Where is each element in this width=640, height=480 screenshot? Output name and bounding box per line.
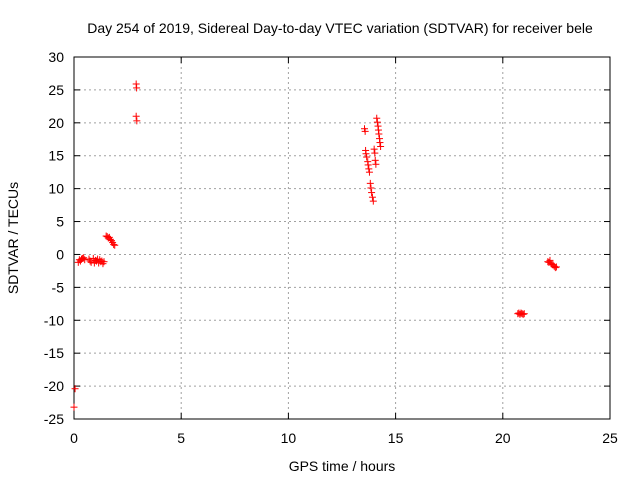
data-point bbox=[365, 168, 373, 176]
data-point bbox=[361, 127, 369, 135]
data-point bbox=[368, 193, 376, 201]
y-tick-labels: -25 -20 -15 -10 -5 0 5 10 15 20 25 30 bbox=[44, 49, 64, 427]
data-point bbox=[519, 310, 527, 318]
data-point bbox=[71, 385, 79, 393]
x-tick-label: 25 bbox=[602, 430, 618, 446]
data-point bbox=[70, 403, 78, 411]
x-tick-label: 0 bbox=[70, 430, 78, 446]
data-point bbox=[375, 130, 383, 138]
data-point bbox=[373, 118, 381, 126]
data-point bbox=[366, 179, 374, 187]
data-point bbox=[377, 143, 385, 151]
data-point bbox=[371, 149, 379, 157]
y-tick-label: -5 bbox=[52, 279, 65, 295]
data-point bbox=[362, 150, 370, 158]
data-point bbox=[369, 197, 377, 205]
y-tick-label: -15 bbox=[44, 345, 64, 361]
data-point bbox=[100, 258, 108, 266]
y-tick-label: 20 bbox=[48, 115, 64, 131]
data-points bbox=[70, 80, 560, 411]
x-tick-label: 5 bbox=[177, 430, 185, 446]
y-tick-label: -25 bbox=[44, 411, 64, 427]
y-tick-label: 0 bbox=[56, 246, 64, 262]
data-point bbox=[132, 112, 140, 120]
data-point bbox=[133, 84, 141, 92]
data-point bbox=[363, 153, 371, 161]
y-tick-label: 25 bbox=[48, 82, 64, 98]
data-point bbox=[368, 189, 376, 197]
data-point bbox=[133, 117, 141, 125]
data-point bbox=[552, 263, 560, 271]
data-point bbox=[110, 241, 118, 249]
data-point bbox=[364, 161, 372, 169]
y-tick-label: 30 bbox=[48, 49, 64, 65]
y-axis-label: SDTVAR / TECUs bbox=[5, 182, 21, 294]
chart-title: Day 254 of 2019, Sidereal Day-to-day VTE… bbox=[87, 20, 593, 36]
plot-frame bbox=[73, 56, 611, 420]
data-point bbox=[551, 264, 559, 272]
x-tick-label: 20 bbox=[495, 430, 511, 446]
data-point bbox=[370, 145, 378, 153]
data-point bbox=[373, 114, 381, 122]
data-point bbox=[365, 165, 373, 173]
y-tick-label: 5 bbox=[56, 214, 64, 230]
y-tick-label: -10 bbox=[44, 312, 64, 328]
data-point bbox=[111, 241, 119, 249]
y-tick-label: 10 bbox=[48, 181, 64, 197]
data-point bbox=[371, 156, 379, 164]
x-tick-labels: 0 5 10 15 20 25 bbox=[70, 430, 618, 446]
x-tick-label: 10 bbox=[281, 430, 297, 446]
y-tick-label: 15 bbox=[48, 148, 64, 164]
y-tick-label: -20 bbox=[44, 378, 64, 394]
x-axis-label: GPS time / hours bbox=[289, 458, 396, 474]
data-point bbox=[87, 258, 95, 266]
axis-ticks bbox=[73, 56, 611, 420]
data-point bbox=[376, 139, 384, 147]
grid-lines bbox=[74, 57, 610, 419]
x-tick-label: 15 bbox=[388, 430, 404, 446]
data-point bbox=[367, 184, 375, 192]
data-point bbox=[372, 160, 380, 168]
data-point bbox=[520, 310, 528, 318]
data-point bbox=[81, 256, 89, 264]
data-point bbox=[546, 256, 554, 264]
